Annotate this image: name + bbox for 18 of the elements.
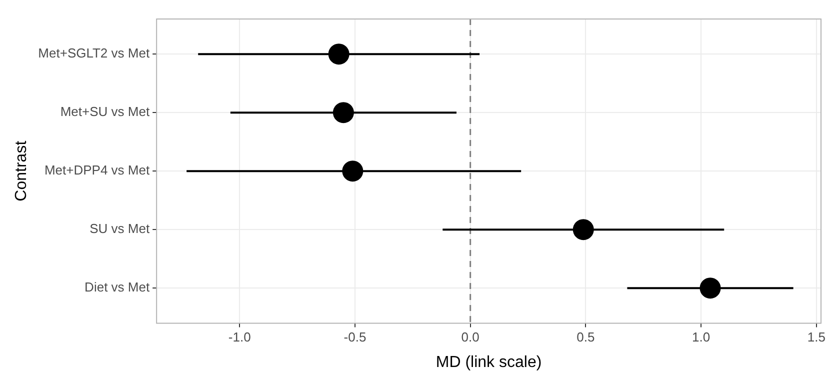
x-tick-label: 0.0 bbox=[461, 330, 480, 345]
point bbox=[332, 102, 354, 124]
y-tick-label: Met+SGLT2 vs Met bbox=[38, 46, 150, 61]
y-tick-label: Met+SU vs Met bbox=[60, 104, 150, 120]
point bbox=[328, 44, 350, 65]
y-tick-label: Met+DPP4 vs Met bbox=[44, 162, 150, 178]
x-tick-label: -0.5 bbox=[344, 330, 366, 345]
x-tick-label: 0.5 bbox=[576, 330, 595, 345]
x-tick-label: 1.5 bbox=[807, 330, 826, 345]
point bbox=[342, 160, 364, 182]
y-tick-label: SU vs Met bbox=[90, 221, 150, 236]
point bbox=[572, 219, 594, 240]
y-axis-title: Contrast bbox=[13, 140, 30, 202]
x-tick-label: -1.0 bbox=[228, 330, 251, 345]
x-axis-title: MD (link scale) bbox=[436, 354, 542, 371]
y-tick-label: Diet vs Met bbox=[84, 280, 150, 295]
x-tick-label: 1.0 bbox=[692, 330, 710, 345]
point bbox=[700, 278, 721, 299]
